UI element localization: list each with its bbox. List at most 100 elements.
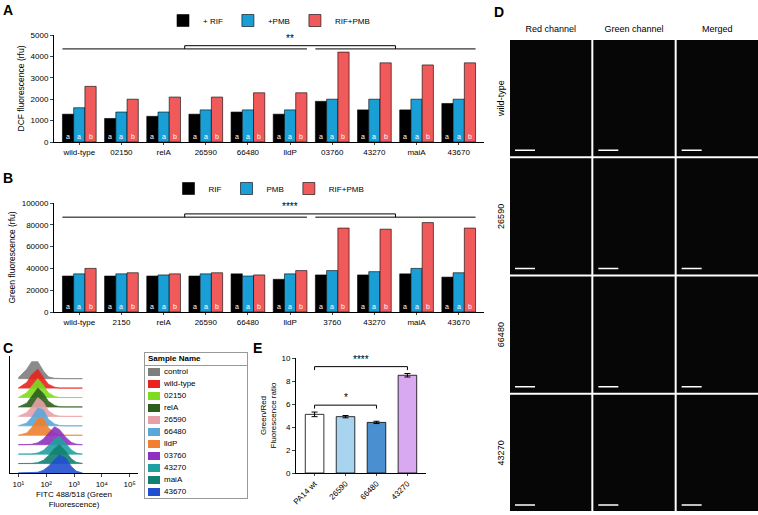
svg-text:****: **** (353, 354, 369, 365)
svg-text:43670: 43670 (448, 148, 471, 157)
svg-text:10: 10 (281, 354, 290, 363)
svg-text:a: a (445, 303, 449, 310)
svg-text:2000: 2000 (31, 95, 49, 104)
svg-text:3760: 3760 (323, 318, 341, 327)
svg-text:wild-type: wild-type (496, 80, 506, 117)
svg-text:a: a (246, 133, 250, 140)
svg-text:wild-type: wild-type (63, 318, 96, 327)
svg-text:a: a (330, 133, 334, 140)
svg-text:66480: 66480 (237, 318, 260, 327)
svg-text:+PMB: +PMB (268, 17, 290, 26)
svg-text:b: b (215, 133, 219, 140)
svg-text:10²: 10² (40, 480, 52, 489)
svg-text:1000: 1000 (31, 116, 49, 125)
svg-text:relA: relA (156, 318, 171, 327)
svg-text:a: a (288, 303, 292, 310)
svg-text:43270: 43270 (363, 318, 386, 327)
svg-text:b: b (89, 133, 93, 140)
svg-text:b: b (384, 133, 388, 140)
svg-text:02150: 02150 (110, 148, 133, 157)
svg-text:43670: 43670 (448, 318, 471, 327)
svg-text:a: a (319, 133, 323, 140)
svg-text:a: a (162, 303, 166, 310)
svg-text:66480: 66480 (496, 322, 506, 347)
svg-text:a: a (361, 133, 365, 140)
svg-text:a: a (193, 133, 197, 140)
svg-text:PMB: PMB (267, 185, 284, 194)
svg-text:03760: 03760 (321, 148, 344, 157)
svg-text:b: b (131, 133, 135, 140)
svg-text:Merged: Merged (702, 24, 733, 34)
svg-text:a: a (415, 303, 419, 310)
svg-text:8: 8 (286, 377, 291, 386)
svg-text:relA: relA (156, 148, 171, 157)
svg-text:a: a (246, 303, 250, 310)
svg-text:a: a (361, 303, 365, 310)
svg-text:b: b (468, 303, 472, 310)
svg-text:66480: 66480 (237, 148, 260, 157)
svg-text:+ RIF: + RIF (203, 17, 223, 26)
svg-text:a: a (288, 133, 292, 140)
svg-text:2: 2 (286, 446, 291, 455)
svg-text:b: b (384, 303, 388, 310)
svg-text:a: a (457, 303, 461, 310)
svg-text:a: a (119, 133, 123, 140)
svg-text:2150: 2150 (113, 318, 131, 327)
svg-text:4000: 4000 (31, 52, 49, 61)
svg-text:RIF+PMB: RIF+PMB (335, 17, 370, 26)
svg-text:*: * (344, 392, 348, 403)
svg-text:a: a (150, 303, 154, 310)
svg-text:a: a (162, 133, 166, 140)
svg-text:26590: 26590 (195, 148, 218, 157)
svg-text:b: b (131, 303, 135, 310)
svg-text:lldP: lldP (283, 318, 296, 327)
svg-text:a: a (403, 133, 407, 140)
svg-text:a: a (403, 303, 407, 310)
svg-text:20000: 20000 (26, 286, 49, 295)
svg-text:a: a (457, 133, 461, 140)
svg-text:a: a (108, 133, 112, 140)
svg-text:a: a (66, 303, 70, 310)
svg-text:a: a (372, 303, 376, 310)
svg-text:a: a (235, 303, 239, 310)
svg-text:0: 0 (44, 138, 49, 147)
svg-text:26590: 26590 (328, 479, 350, 501)
svg-text:a: a (277, 133, 281, 140)
svg-text:b: b (341, 133, 345, 140)
svg-text:RIF: RIF (209, 185, 222, 194)
svg-text:a: a (319, 303, 323, 310)
svg-text:b: b (426, 303, 430, 310)
svg-text:10³: 10³ (68, 480, 80, 489)
svg-text:10¹: 10¹ (13, 480, 25, 489)
svg-text:b: b (173, 133, 177, 140)
svg-text:10⁵: 10⁵ (124, 480, 136, 489)
svg-text:a: a (445, 133, 449, 140)
svg-text:lldP: lldP (283, 148, 296, 157)
svg-text:DCF fluorescence (rfu): DCF fluorescence (rfu) (16, 45, 26, 131)
svg-text:maiA: maiA (407, 148, 426, 157)
svg-text:a: a (204, 133, 208, 140)
svg-text:Green fluorescence (rfu): Green fluorescence (rfu) (7, 211, 17, 303)
svg-text:0: 0 (286, 469, 291, 478)
svg-text:a: a (277, 303, 281, 310)
svg-text:Green/RedFluorescence ratio: Green/RedFluorescence ratio (259, 382, 278, 448)
svg-text:a: a (77, 303, 81, 310)
svg-text:b: b (89, 303, 93, 310)
svg-text:26590: 26590 (195, 318, 218, 327)
svg-text:a: a (77, 133, 81, 140)
svg-text:a: a (150, 133, 154, 140)
svg-text:a: a (119, 303, 123, 310)
svg-text:b: b (341, 303, 345, 310)
svg-text:b: b (257, 303, 261, 310)
svg-text:b: b (468, 133, 472, 140)
svg-text:****: **** (282, 201, 298, 212)
svg-text:80000: 80000 (26, 221, 49, 230)
svg-text:43270: 43270 (390, 479, 412, 501)
svg-text:60000: 60000 (26, 242, 49, 251)
svg-text:b: b (215, 303, 219, 310)
svg-text:b: b (299, 133, 303, 140)
svg-text:b: b (173, 303, 177, 310)
svg-text:3000: 3000 (31, 74, 49, 83)
svg-text:**: ** (286, 33, 294, 44)
svg-text:26590: 26590 (496, 204, 506, 229)
